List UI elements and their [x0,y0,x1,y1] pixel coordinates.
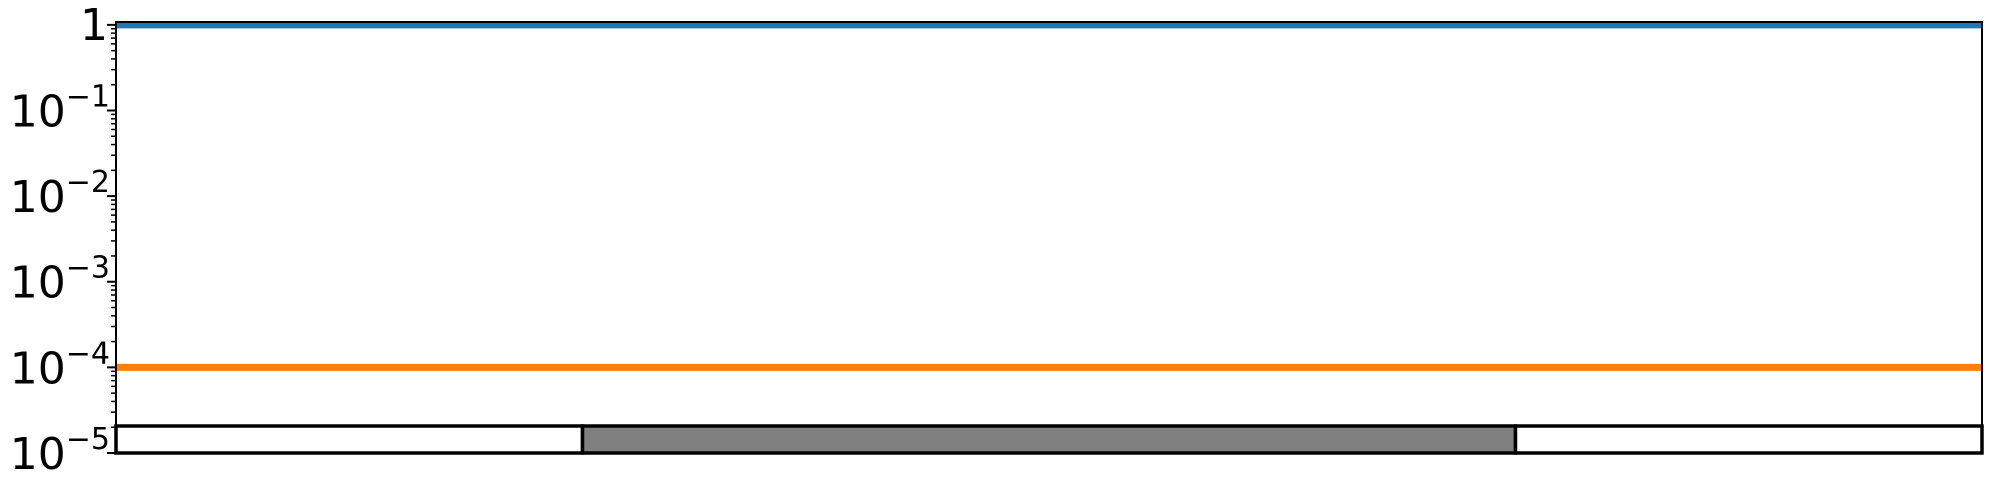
y-tick-label: 10−2 [10,165,110,223]
y-tick-label: 10−3 [10,251,110,309]
y-tick-label: 10−5 [10,422,110,480]
segment-2 [580,424,1518,455]
segment-3 [1513,424,1984,455]
plot-frame [115,21,1983,454]
segment-1 [114,424,585,455]
y-tick-label: 10−4 [10,336,110,394]
y-tick-label: 10−1 [10,79,110,137]
series-layer [116,21,1982,371]
y-tick-label: 1 [80,0,108,51]
y-tick-labels: 1 10−1 10−2 10−3 10−4 10−5 [10,0,110,480]
segments-bar [114,424,1984,455]
